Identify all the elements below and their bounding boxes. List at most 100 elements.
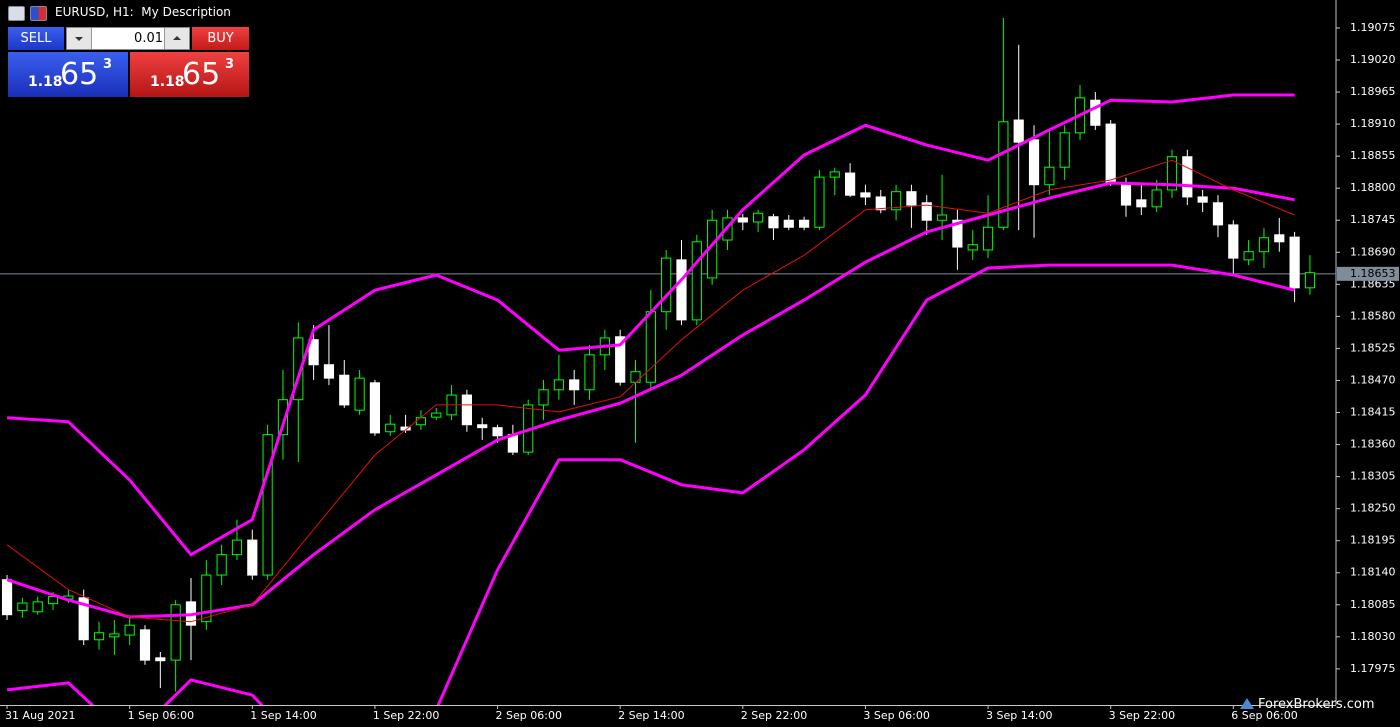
candle-body <box>768 216 779 229</box>
indicator-line <box>6 263 1295 705</box>
y-tick-label: 1.18140 <box>1350 566 1396 579</box>
y-tick-label: 1.18690 <box>1350 245 1396 258</box>
candle-body <box>844 172 856 196</box>
candle-body <box>293 337 304 401</box>
candle-body <box>1013 119 1024 143</box>
candle-body <box>998 121 1009 228</box>
candle-body <box>615 336 626 383</box>
volume-up[interactable] <box>164 28 189 49</box>
x-tick-label: 1 Sep 06:00 <box>128 709 194 722</box>
candle-body <box>982 226 994 251</box>
x-tick-label: 1 Sep 22:00 <box>373 709 439 722</box>
y-tick-label: 1.18580 <box>1350 309 1396 322</box>
candle-body <box>461 394 472 426</box>
sell-button[interactable]: SELL <box>8 27 64 50</box>
candle-body <box>737 217 748 223</box>
volume-down[interactable] <box>67 28 92 49</box>
price-pips: 65 <box>182 57 221 92</box>
candle-body <box>936 214 948 221</box>
y-tick-label: 1.18085 <box>1350 598 1396 611</box>
candle-body <box>921 202 932 221</box>
candle-body <box>1182 156 1193 198</box>
candle-body <box>339 374 350 406</box>
x-tick-label: 2 Sep 22:00 <box>741 709 807 722</box>
candle-body <box>477 424 488 429</box>
candle-body <box>584 354 595 391</box>
candle-body <box>783 219 794 228</box>
y-tick-label: 1.17975 <box>1350 662 1396 675</box>
candle-body <box>1289 236 1300 289</box>
buy-price[interactable]: 1.18 65 3 <box>130 52 249 97</box>
candle-body <box>799 219 810 228</box>
candle-body <box>78 597 89 641</box>
x-tick-label: 2 Sep 14:00 <box>618 709 684 722</box>
y-tick-label: 1.18800 <box>1350 181 1396 194</box>
y-tick-label: 1.18965 <box>1350 85 1396 98</box>
candle-body <box>216 554 227 576</box>
volume-input[interactable]: 0.01 <box>134 31 163 46</box>
candle-body <box>875 196 886 211</box>
icon <box>30 6 47 21</box>
candle-body <box>124 624 135 636</box>
candle-body <box>661 257 672 313</box>
candle-body <box>1274 234 1285 243</box>
x-tick-label: 31 Aug 2021 <box>5 709 75 722</box>
buy-button[interactable]: BUY <box>192 27 249 50</box>
x-tick-label: 2 Sep 06:00 <box>496 709 562 722</box>
candle-body <box>1243 251 1254 261</box>
price-point: 3 <box>225 57 235 72</box>
y-tick-label: 1.18030 <box>1350 630 1396 643</box>
candle-body <box>93 632 105 641</box>
price-big: 1.18 <box>28 74 63 90</box>
y-tick-label: 1.18525 <box>1350 341 1396 354</box>
candle-body <box>231 539 243 556</box>
candle-body <box>860 192 871 198</box>
candle-body <box>201 574 212 623</box>
y-tick-label: 1.18195 <box>1350 534 1396 547</box>
candle-body <box>1059 132 1070 168</box>
candle-body <box>1105 123 1116 184</box>
candle-body <box>1 579 13 616</box>
candle-body <box>890 191 902 211</box>
candle-body <box>492 427 503 437</box>
candle-body <box>1136 199 1147 208</box>
y-tick-label: 1.19020 <box>1350 53 1396 66</box>
candle-body <box>170 604 181 661</box>
candle-body <box>17 602 28 612</box>
candle-body <box>109 633 120 638</box>
plot-area <box>0 18 1336 705</box>
indicator-line <box>6 181 1295 619</box>
candle-body <box>32 601 43 613</box>
x-tick-label: 3 Sep 22:00 <box>1109 709 1175 722</box>
one-click-trading: SELL 0.01 BUY 1.18 65 3 1.18 65 3 <box>8 27 249 97</box>
candle-body <box>1228 224 1239 259</box>
sell-price[interactable]: 1.18 65 3 <box>8 52 128 97</box>
watermark-icon <box>1240 698 1254 709</box>
candle-body <box>952 219 963 248</box>
y-tick-label: 1.18855 <box>1350 149 1396 162</box>
candle-body <box>415 417 427 426</box>
y-tick-label: 1.18305 <box>1350 470 1396 483</box>
candle-body <box>1028 139 1040 186</box>
current-price-box <box>1337 266 1399 281</box>
candle-body <box>676 259 687 321</box>
candle-body <box>1258 237 1270 253</box>
candle-body <box>323 364 335 379</box>
candle-body <box>247 539 258 576</box>
candle-body <box>262 434 273 576</box>
x-tick-label: 1 Sep 14:00 <box>250 709 316 722</box>
chart-title: EURUSD, H1: My Description <box>55 5 231 19</box>
price-point: 3 <box>103 57 113 72</box>
price-pips: 65 <box>60 57 99 92</box>
candle-body <box>906 191 917 206</box>
candle-body <box>47 596 59 605</box>
x-tick-label: 6 Sep 06:00 <box>1231 709 1297 722</box>
candle-body <box>1212 202 1224 226</box>
candle-body <box>1090 99 1101 126</box>
candle-body <box>1166 156 1178 191</box>
y-tick-label: 1.18910 <box>1350 117 1396 130</box>
candle-body <box>1304 272 1316 289</box>
candle-body <box>1044 166 1055 186</box>
